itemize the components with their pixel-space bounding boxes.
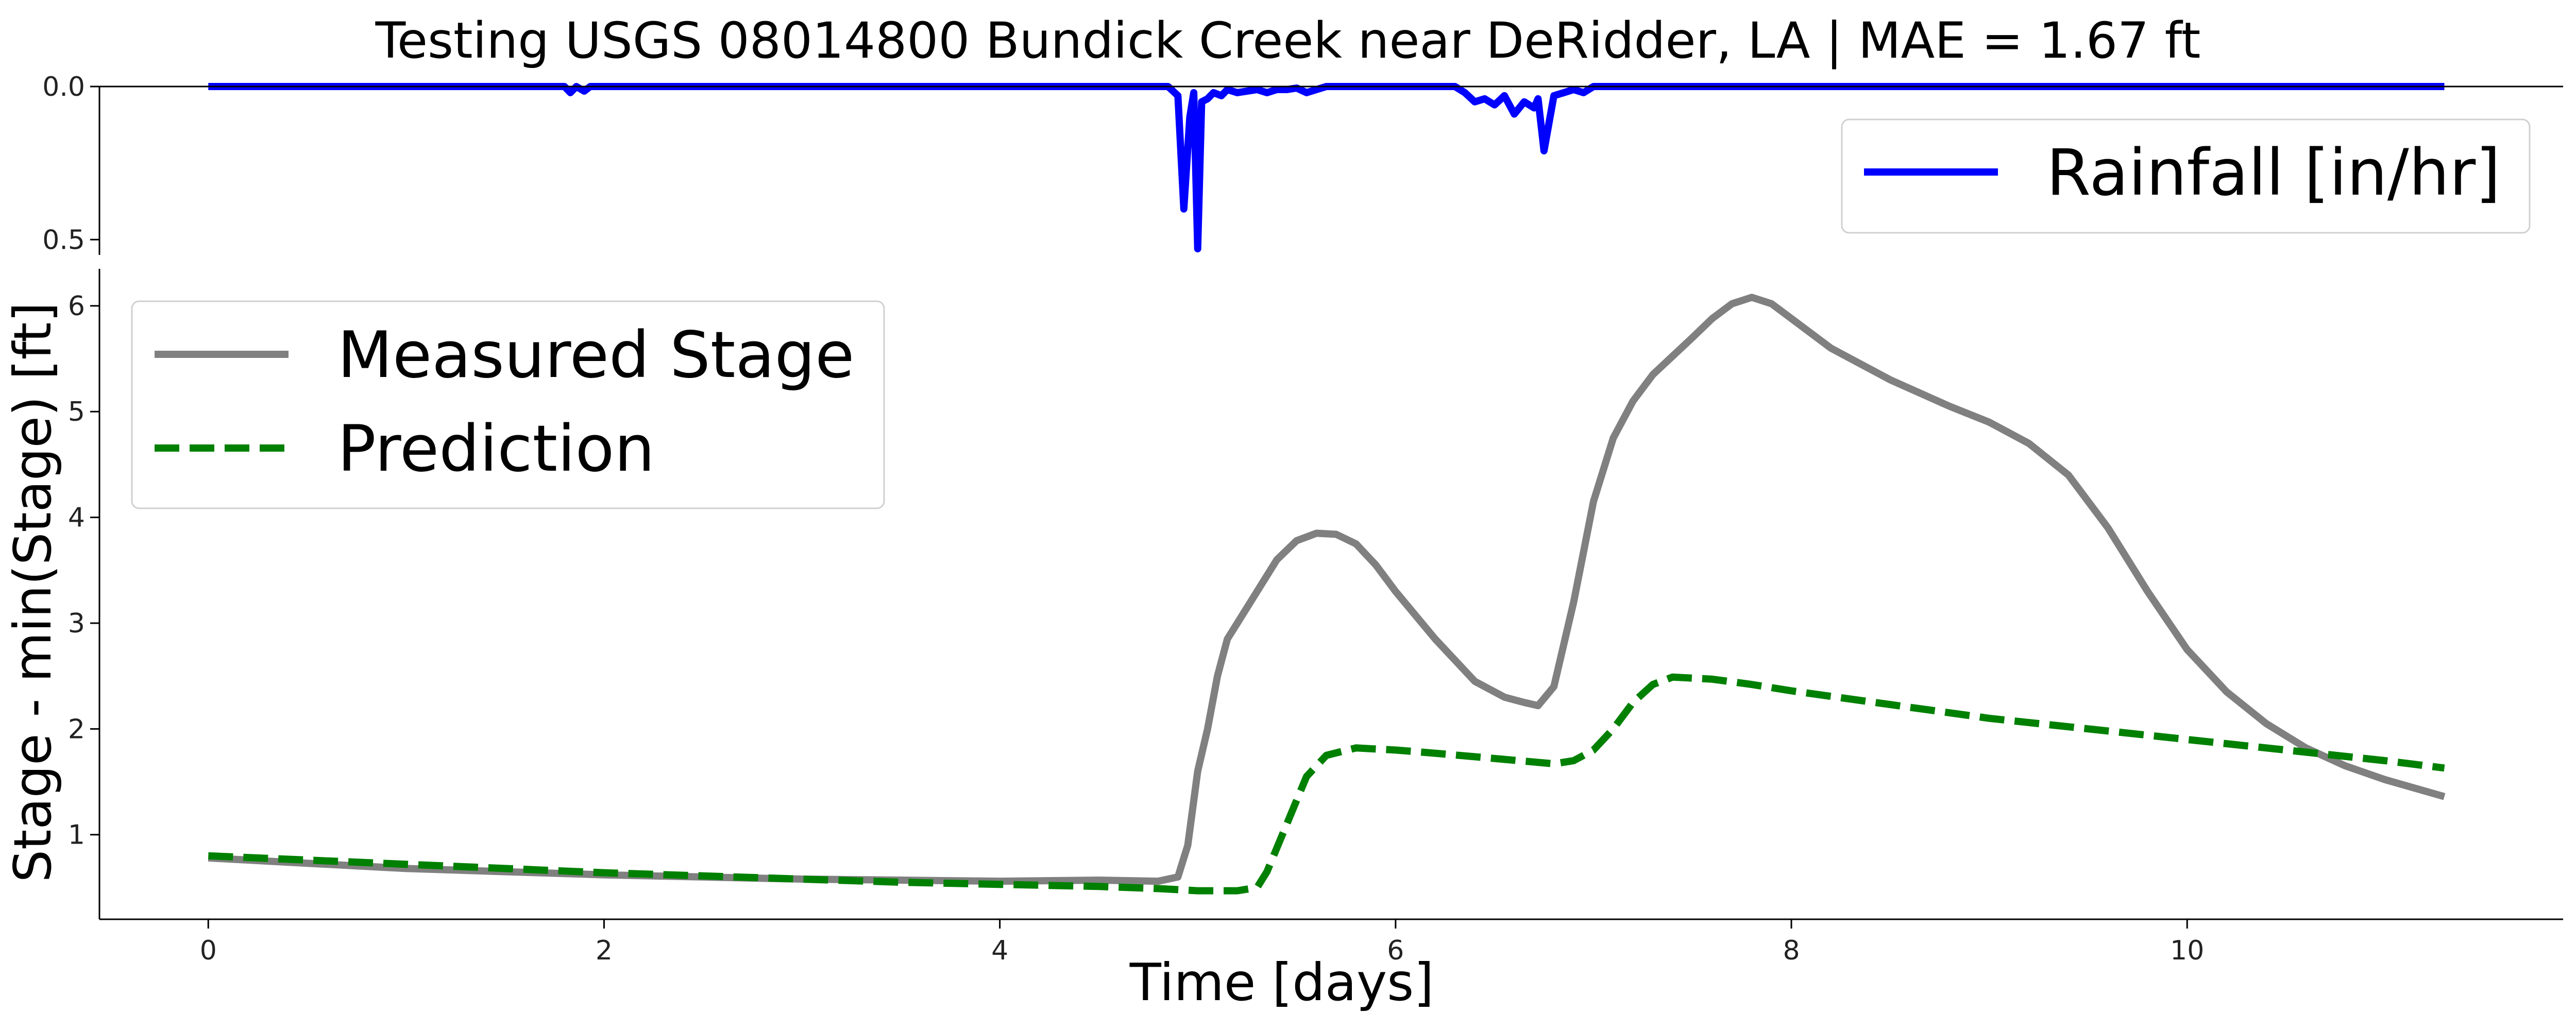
stage-x-tick-label: 6 xyxy=(1387,935,1404,966)
rainfall-y-tick-label: 0.5 xyxy=(42,225,85,255)
stage-legend-label-prediction: Prediction xyxy=(337,412,655,486)
stage-legend: Measured Stage Prediction xyxy=(131,300,885,509)
rainfall-y-tick-label: 0.0 xyxy=(42,72,85,102)
stage-x-axis-label: Time [days] xyxy=(1129,952,1434,1012)
stage-x-tick-label: 4 xyxy=(991,935,1008,966)
stage-legend-label-measured: Measured Stage xyxy=(337,318,854,392)
stage-y-tick-label: 5 xyxy=(68,397,85,427)
stage-y-tick-label: 1 xyxy=(68,820,85,851)
rainfall-legend-label: Rainfall [in/hr] xyxy=(2046,136,2501,210)
rainfall-legend: Rainfall [in/hr] xyxy=(1841,118,2531,234)
stage-y-tick-label: 6 xyxy=(68,291,85,322)
rainfall-y-ticks: 0.0 0.5 xyxy=(42,72,99,255)
stage-x-tick-label: 10 xyxy=(2170,935,2204,966)
stage-x-ticks: 0 2 4 6 8 10 xyxy=(200,919,2204,966)
stage-x-tick-label: 8 xyxy=(1783,935,1800,966)
stage-x-tick-label: 0 xyxy=(200,935,217,966)
rainfall-series xyxy=(208,83,2445,253)
rainfall-line xyxy=(208,83,2445,253)
prediction-line xyxy=(208,673,2445,895)
stage-y-tick-label: 4 xyxy=(68,503,85,534)
stage-series xyxy=(208,294,2446,895)
chart-title: Testing USGS 08014800 Bundick Creek near… xyxy=(375,12,2201,70)
stage-y-tick-label: 3 xyxy=(68,608,85,639)
rainfall-panel: 0.0 0.5 Rainfall [in/hr] xyxy=(42,72,2563,255)
stage-y-axis-label: Stage - min(Stage) [ft] xyxy=(3,302,63,883)
measured-stage-line xyxy=(208,294,2446,885)
stage-y-ticks: 1 2 3 4 5 6 xyxy=(68,291,99,851)
stage-panel: 1 2 3 4 5 6 0 2 4 6 8 10 Time [days] Stage - min(S… xyxy=(3,269,2563,1012)
stage-legend-frame xyxy=(131,300,885,509)
stage-x-tick-label: 2 xyxy=(596,935,613,966)
rainfall-legend-frame xyxy=(1841,118,2531,234)
stage-y-tick-label: 2 xyxy=(68,714,85,745)
